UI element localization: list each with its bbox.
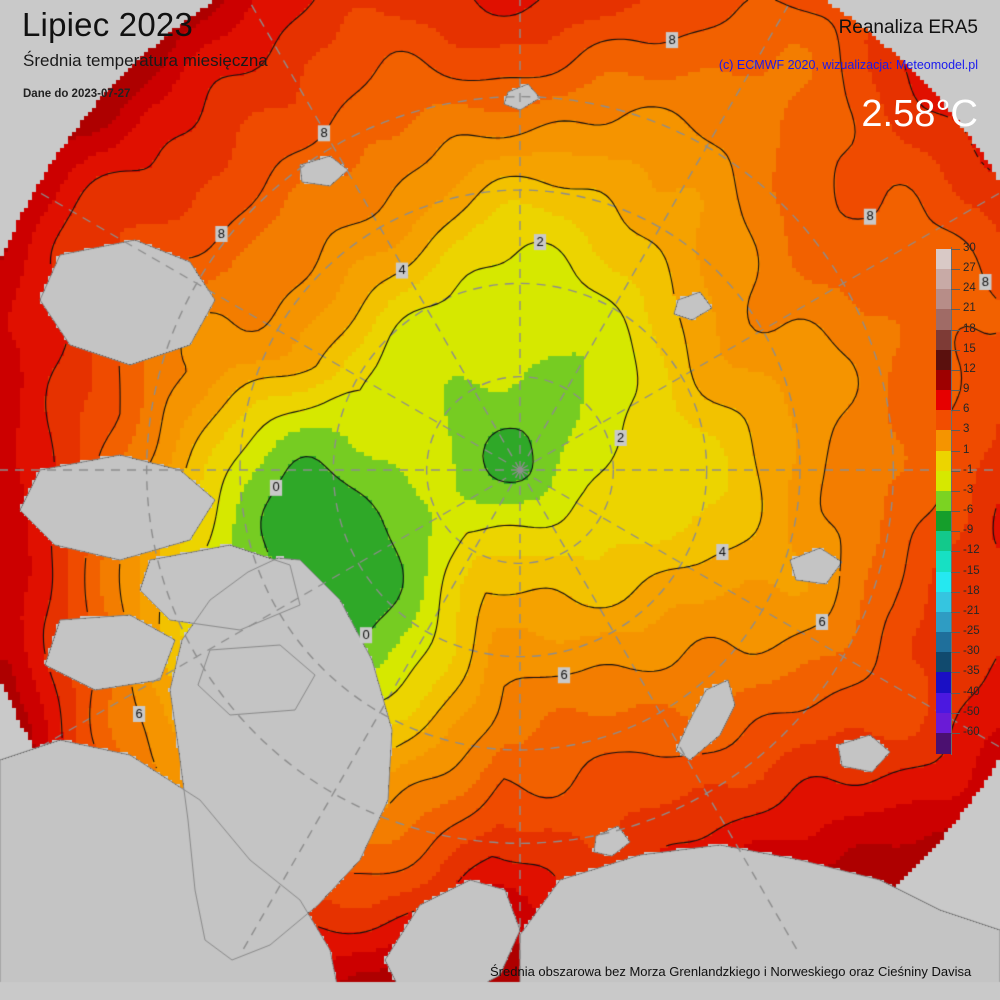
- colorbar-segment: [936, 591, 951, 613]
- colorbar-segment: [936, 511, 951, 532]
- colorbar-segment: [936, 571, 951, 593]
- colorbar-tick: [951, 410, 960, 412]
- colorbar-segment: [936, 470, 951, 492]
- colorbar-segment: [936, 490, 951, 512]
- colorbar-segment: [936, 369, 951, 391]
- colorbar-tick: [951, 249, 960, 250]
- colorbar-tick-label: 3: [963, 423, 970, 436]
- colorbar-tick-label: 12: [963, 362, 976, 375]
- colorbar-segment: [936, 450, 951, 472]
- colorbar-tick-label: -6: [963, 504, 974, 517]
- colorbar-segment: [936, 652, 951, 673]
- colorbar-tick: [951, 672, 960, 674]
- colorbar-tick: [951, 551, 960, 553]
- colorbar-tick-label: -18: [963, 584, 980, 597]
- colorbar-tick-label: -35: [963, 665, 980, 678]
- colorbar-tick-label: -15: [963, 564, 980, 577]
- page-subtitle: Średnia temperatura miesięczna: [23, 51, 268, 70]
- temperature-colorbar[interactable]: [936, 249, 951, 754]
- colorbar-tick-label: 27: [963, 262, 976, 275]
- colorbar-tick-label: 18: [963, 322, 976, 335]
- colorbar-tick: [951, 430, 960, 432]
- colorbar-tick: [951, 652, 960, 654]
- colorbar-tick-label: -25: [963, 625, 980, 638]
- colorbar-tick: [951, 369, 960, 371]
- colorbar-segment: [936, 410, 951, 432]
- colorbar-tick-label: -60: [963, 725, 980, 738]
- colorbar-tick: [951, 269, 960, 271]
- area-mean-value: 2.58°C: [861, 93, 978, 135]
- colorbar-tick-label: 21: [963, 302, 976, 315]
- colorbar-tick: [951, 511, 960, 513]
- colorbar-segment: [936, 329, 951, 351]
- colorbar-tick: [951, 732, 960, 734]
- colorbar-tick: [951, 632, 960, 634]
- colorbar-segment: [936, 531, 951, 552]
- colorbar-tick: [951, 591, 960, 593]
- colorbar-segment: [936, 269, 951, 290]
- colorbar-tick-label: -9: [963, 524, 974, 537]
- colorbar-tick-label: 24: [963, 282, 976, 295]
- colorbar-tick-label: 15: [963, 342, 976, 355]
- colorbar-tick-label: 6: [963, 403, 970, 416]
- footer-note: Średnia obszarowa bez Morza Grenlandzkie…: [490, 964, 972, 979]
- colorbar-segment: [936, 692, 951, 714]
- colorbar-segment: [936, 249, 951, 270]
- colorbar-segment: [936, 712, 951, 734]
- colorbar-tick-label: -3: [963, 483, 974, 496]
- colorbar-segment: [936, 611, 951, 633]
- colorbar-segment: [936, 349, 951, 371]
- colorbar-segment: [936, 430, 951, 452]
- colorbar-tick-label: -40: [963, 685, 980, 698]
- colorbar-segment: [936, 309, 951, 331]
- colorbar-tick: [951, 490, 960, 492]
- colorbar-tick: [951, 329, 960, 331]
- model-name: Reanaliza ERA5: [838, 17, 978, 38]
- colorbar-tick-label: -21: [963, 604, 980, 617]
- colorbar-tick-label: 9: [963, 383, 970, 396]
- colorbar-tick: [951, 289, 960, 291]
- colorbar-tick: [951, 450, 960, 452]
- colorbar-tick-label: -30: [963, 645, 980, 658]
- colorbar-segment: [936, 672, 951, 694]
- colorbar-tick: [951, 611, 960, 613]
- colorbar-tick-label: 1: [963, 443, 970, 456]
- credit-link[interactable]: (c) ECMWF 2020, wizualizacja: Meteomodel…: [718, 58, 978, 72]
- colorbar-tick: [951, 571, 960, 573]
- colorbar-tick: [951, 349, 960, 351]
- colorbar-tick: [951, 309, 960, 311]
- colorbar-segment: [936, 551, 951, 573]
- colorbar-tick: [951, 390, 960, 392]
- data-date-note: Dane do 2023-07-27: [23, 88, 131, 100]
- colorbar-tick: [951, 692, 960, 694]
- page-title: Lipiec 2023: [22, 6, 194, 43]
- colorbar-segment: [936, 390, 951, 411]
- colorbar-tick: [951, 712, 960, 714]
- colorbar-segment: [936, 632, 951, 653]
- colorbar-tick-label: -1: [963, 463, 974, 476]
- colorbar-tick-label: -50: [963, 705, 980, 718]
- colorbar-tick: [951, 470, 960, 472]
- colorbar-segment: [936, 289, 951, 311]
- colorbar-tick: [951, 531, 960, 533]
- colorbar-tick-label: 30: [963, 242, 976, 254]
- colorbar-segment: [936, 732, 951, 754]
- colorbar-tick-label: -12: [963, 544, 980, 557]
- colorbar-axis: [951, 247, 952, 755]
